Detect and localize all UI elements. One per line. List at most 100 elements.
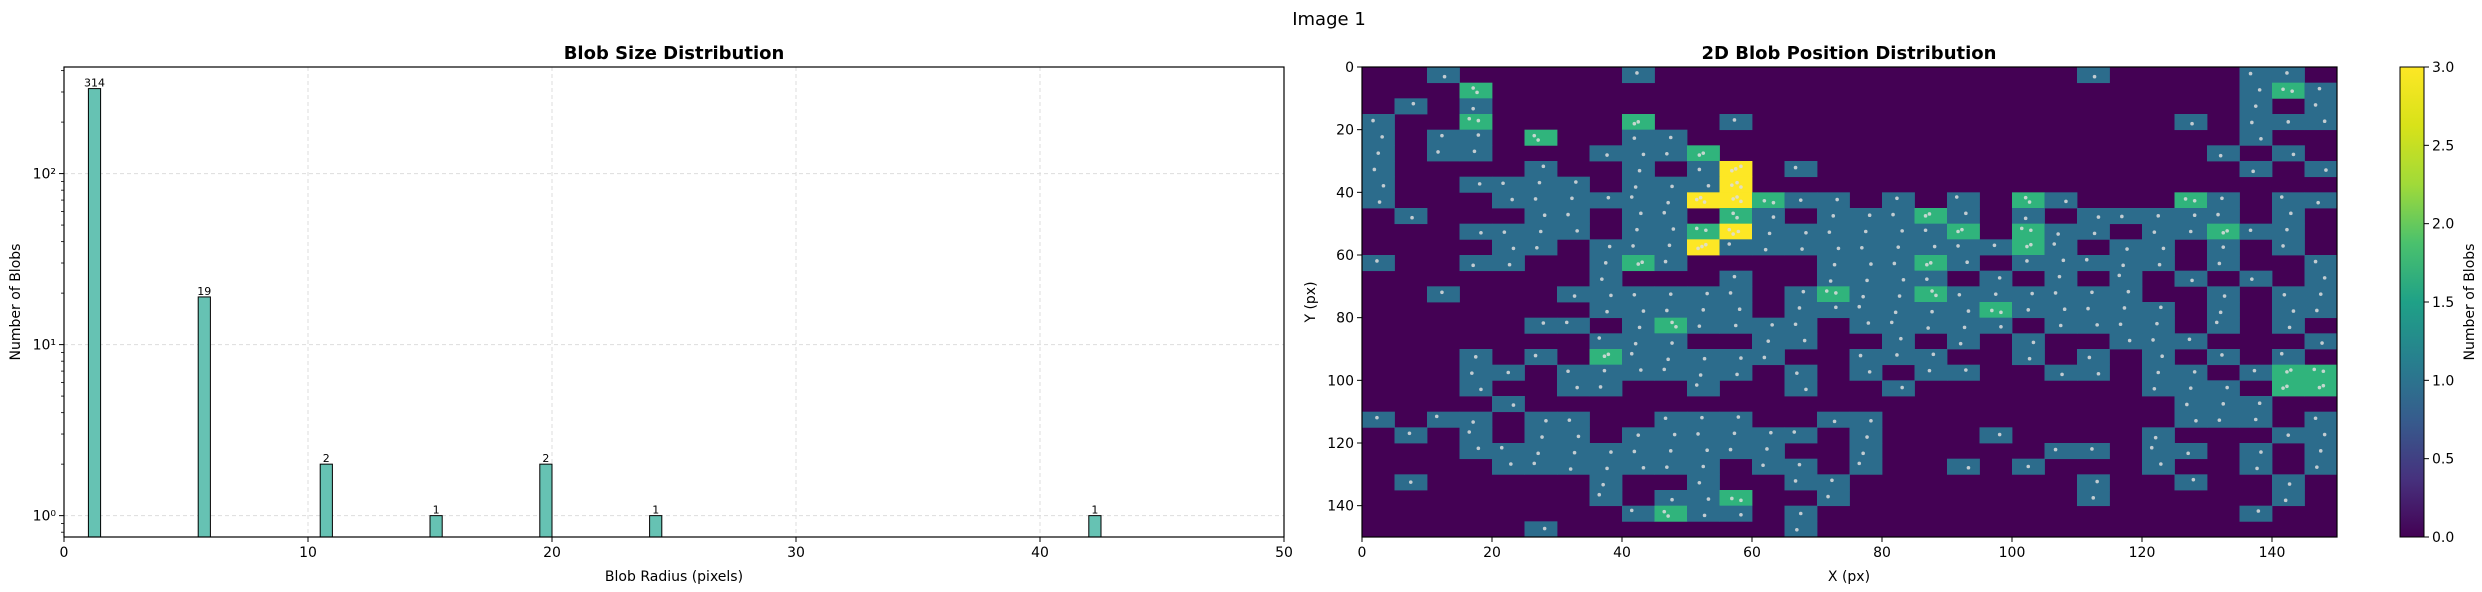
heatmap-cell [2304, 458, 2338, 475]
heatmap-ytick-label: 120 [1327, 436, 1354, 452]
blob-point [1636, 120, 1641, 124]
blob-point [1866, 321, 1871, 325]
blob-point [1509, 462, 1513, 466]
blob-point [1568, 467, 1573, 471]
heatmap-cell [1849, 364, 1883, 381]
blob-point [2127, 338, 2132, 343]
blob-point [1471, 420, 1475, 424]
blob-point [1696, 432, 1700, 436]
heatmap-cell [1914, 223, 1948, 240]
blob-point [1865, 435, 1869, 439]
heatmap-cell [2207, 302, 2240, 319]
heatmap-cell [1752, 458, 1785, 475]
blob-point [2086, 306, 2090, 311]
heatmap-cell [1849, 208, 1883, 225]
blob-point [1476, 446, 1481, 451]
heatmap-cell [1784, 302, 1818, 319]
heatmap-cell [1882, 349, 1915, 366]
blob-point [1932, 244, 1937, 249]
heatmap-cell [1719, 114, 1753, 131]
blob-point [1860, 245, 1864, 250]
heatmap-cell [1979, 270, 2013, 287]
heatmap-cell [1687, 443, 1720, 460]
blob-point [2221, 230, 2226, 235]
heatmap-cell [1622, 239, 1655, 256]
heatmap-cell [1817, 255, 1850, 272]
heatmap-cell [2142, 349, 2175, 366]
heatmap-cell [1589, 239, 1623, 256]
heatmap-cell [2077, 364, 2110, 381]
blob-point [2053, 291, 2058, 295]
blob-point [1440, 290, 1444, 295]
heatmap-xtick-label: 100 [1999, 545, 2026, 561]
heatmap-cell [1979, 427, 2013, 444]
heatmap-cell [1719, 490, 1753, 507]
heatmap-cell [1914, 349, 1948, 366]
heatmap-cell [2012, 255, 2045, 272]
blob-point [1377, 200, 1382, 204]
blob-point [2096, 371, 2101, 376]
heatmap-cell [1914, 239, 1948, 256]
heatmap-cell [1882, 223, 1915, 240]
heatmap-cell [1524, 161, 1558, 178]
heatmap-ytick-label: 80 [1336, 311, 1354, 327]
hist-bar-label: 1 [652, 504, 659, 517]
heatmap-cell [1784, 317, 1818, 334]
blob-point [1607, 244, 1612, 249]
heatmap-cell [2142, 317, 2175, 334]
hist-bar [319, 463, 333, 538]
heatmap-cell [2142, 223, 2175, 240]
colorbar-tick-label: 0.5 [2432, 452, 2454, 468]
heatmap-xtick-label: 20 [1483, 545, 1501, 561]
blob-point [1537, 180, 1542, 185]
blob-point [2287, 325, 2292, 330]
blob-point [2257, 88, 2262, 92]
heatmap-cell [1394, 208, 1428, 225]
blob-point [1927, 368, 1932, 373]
blob-point [1701, 308, 1706, 312]
blob-point [1536, 138, 1540, 142]
blob-point [2122, 306, 2127, 310]
heatmap-cell [1492, 223, 1525, 240]
heatmap-cell [2142, 239, 2175, 256]
hist-title: Blob Size Distribution [564, 43, 785, 64]
blob-point [1533, 353, 1538, 358]
heatmap-cell [1492, 239, 1525, 256]
heatmap-cell [2174, 114, 2208, 131]
blob-point [1824, 289, 1829, 293]
heatmap-cell [1362, 176, 1395, 193]
heatmap-cell [2272, 490, 2305, 507]
blob-point [1700, 415, 1704, 420]
heatmap-cell [1947, 333, 1980, 350]
heatmap-cell [2304, 192, 2338, 209]
heatmap-cell [1427, 67, 1460, 84]
heatmap-cell [2239, 458, 2273, 475]
heatmap-cell [1849, 239, 1883, 256]
blob-point [2031, 340, 2036, 345]
heatmap-cell [1947, 239, 1980, 256]
heatmap-cell [1362, 192, 1395, 209]
heatmap-cell [1524, 349, 1558, 366]
heatmap-cell [1394, 98, 1428, 115]
heatmap-cell [2239, 505, 2273, 522]
blob-point [1954, 195, 1959, 199]
heatmap-cell [1557, 364, 1590, 381]
blob-point [1662, 210, 1667, 215]
blob-point [2315, 465, 2319, 469]
heatmap-cell [1589, 270, 1623, 287]
heatmap-cell [2239, 396, 2273, 413]
heatmap-xticks: 0 20 40 60 80 100 120 140 [1358, 537, 2285, 561]
blob-point [2090, 290, 2094, 295]
blob-point [1570, 196, 1574, 201]
heatmap-xtick-label: 40 [1613, 545, 1631, 561]
heatmap-cell [2304, 411, 2338, 428]
blob-point [1733, 167, 1738, 171]
heatmap-cell [1622, 286, 1655, 303]
heatmap-cell [1719, 270, 1753, 287]
blob-point [1797, 462, 1802, 467]
blob-point [1636, 262, 1641, 266]
heatmap-cell [1947, 317, 1980, 334]
blob-point [1375, 259, 1379, 263]
blob-point [1827, 230, 1832, 234]
blob-point [1704, 242, 1708, 247]
